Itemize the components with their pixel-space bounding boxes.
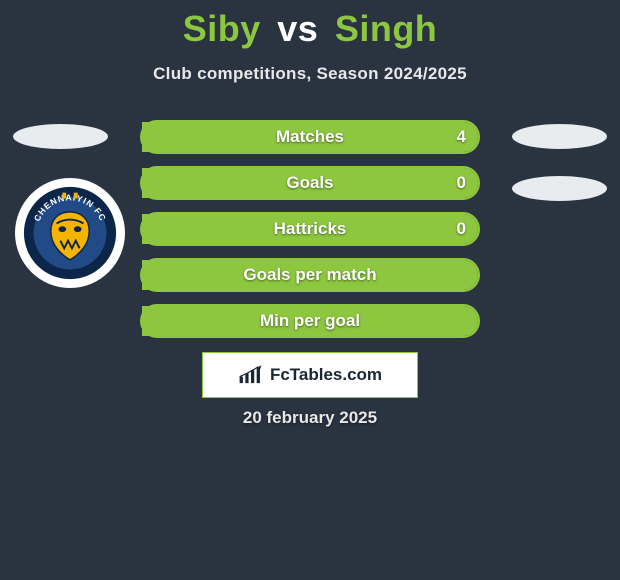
club-crest-icon: CHENNAIYIN FC <box>22 185 118 281</box>
subtitle: Club competitions, Season 2024/2025 <box>0 64 620 84</box>
player1-club-crest: CHENNAIYIN FC <box>15 178 125 288</box>
stat-label: Goals per match <box>243 265 376 285</box>
stats-rows: Matches 4 Goals 0 Hattricks 0 Goals per … <box>140 120 480 350</box>
brand-box[interactable]: FcTables.com <box>202 352 418 398</box>
player2-avatar <box>512 124 607 149</box>
player2-name: Singh <box>335 8 437 49</box>
vs-separator: vs <box>277 8 318 49</box>
stat-label: Min per goal <box>260 311 360 331</box>
brand-text: FcTables.com <box>270 365 382 385</box>
player1-avatar <box>13 124 108 149</box>
page-title: Siby vs Singh <box>0 0 620 50</box>
stat-value-right: 0 <box>457 173 466 193</box>
player2-club-avatar <box>512 176 607 201</box>
stat-label: Matches <box>276 127 344 147</box>
stat-row: Min per goal <box>140 304 480 338</box>
date-text: 20 february 2025 <box>0 408 620 428</box>
stat-value-right: 0 <box>457 219 466 239</box>
player1-name: Siby <box>183 8 261 49</box>
stat-row: Goals 0 <box>140 166 480 200</box>
stat-row: Matches 4 <box>140 120 480 154</box>
stat-row: Goals per match <box>140 258 480 292</box>
stat-label: Hattricks <box>274 219 347 239</box>
bar-chart-icon <box>238 365 264 385</box>
stat-value-right: 4 <box>457 127 466 147</box>
stat-row: Hattricks 0 <box>140 212 480 246</box>
stat-label: Goals <box>286 173 333 193</box>
